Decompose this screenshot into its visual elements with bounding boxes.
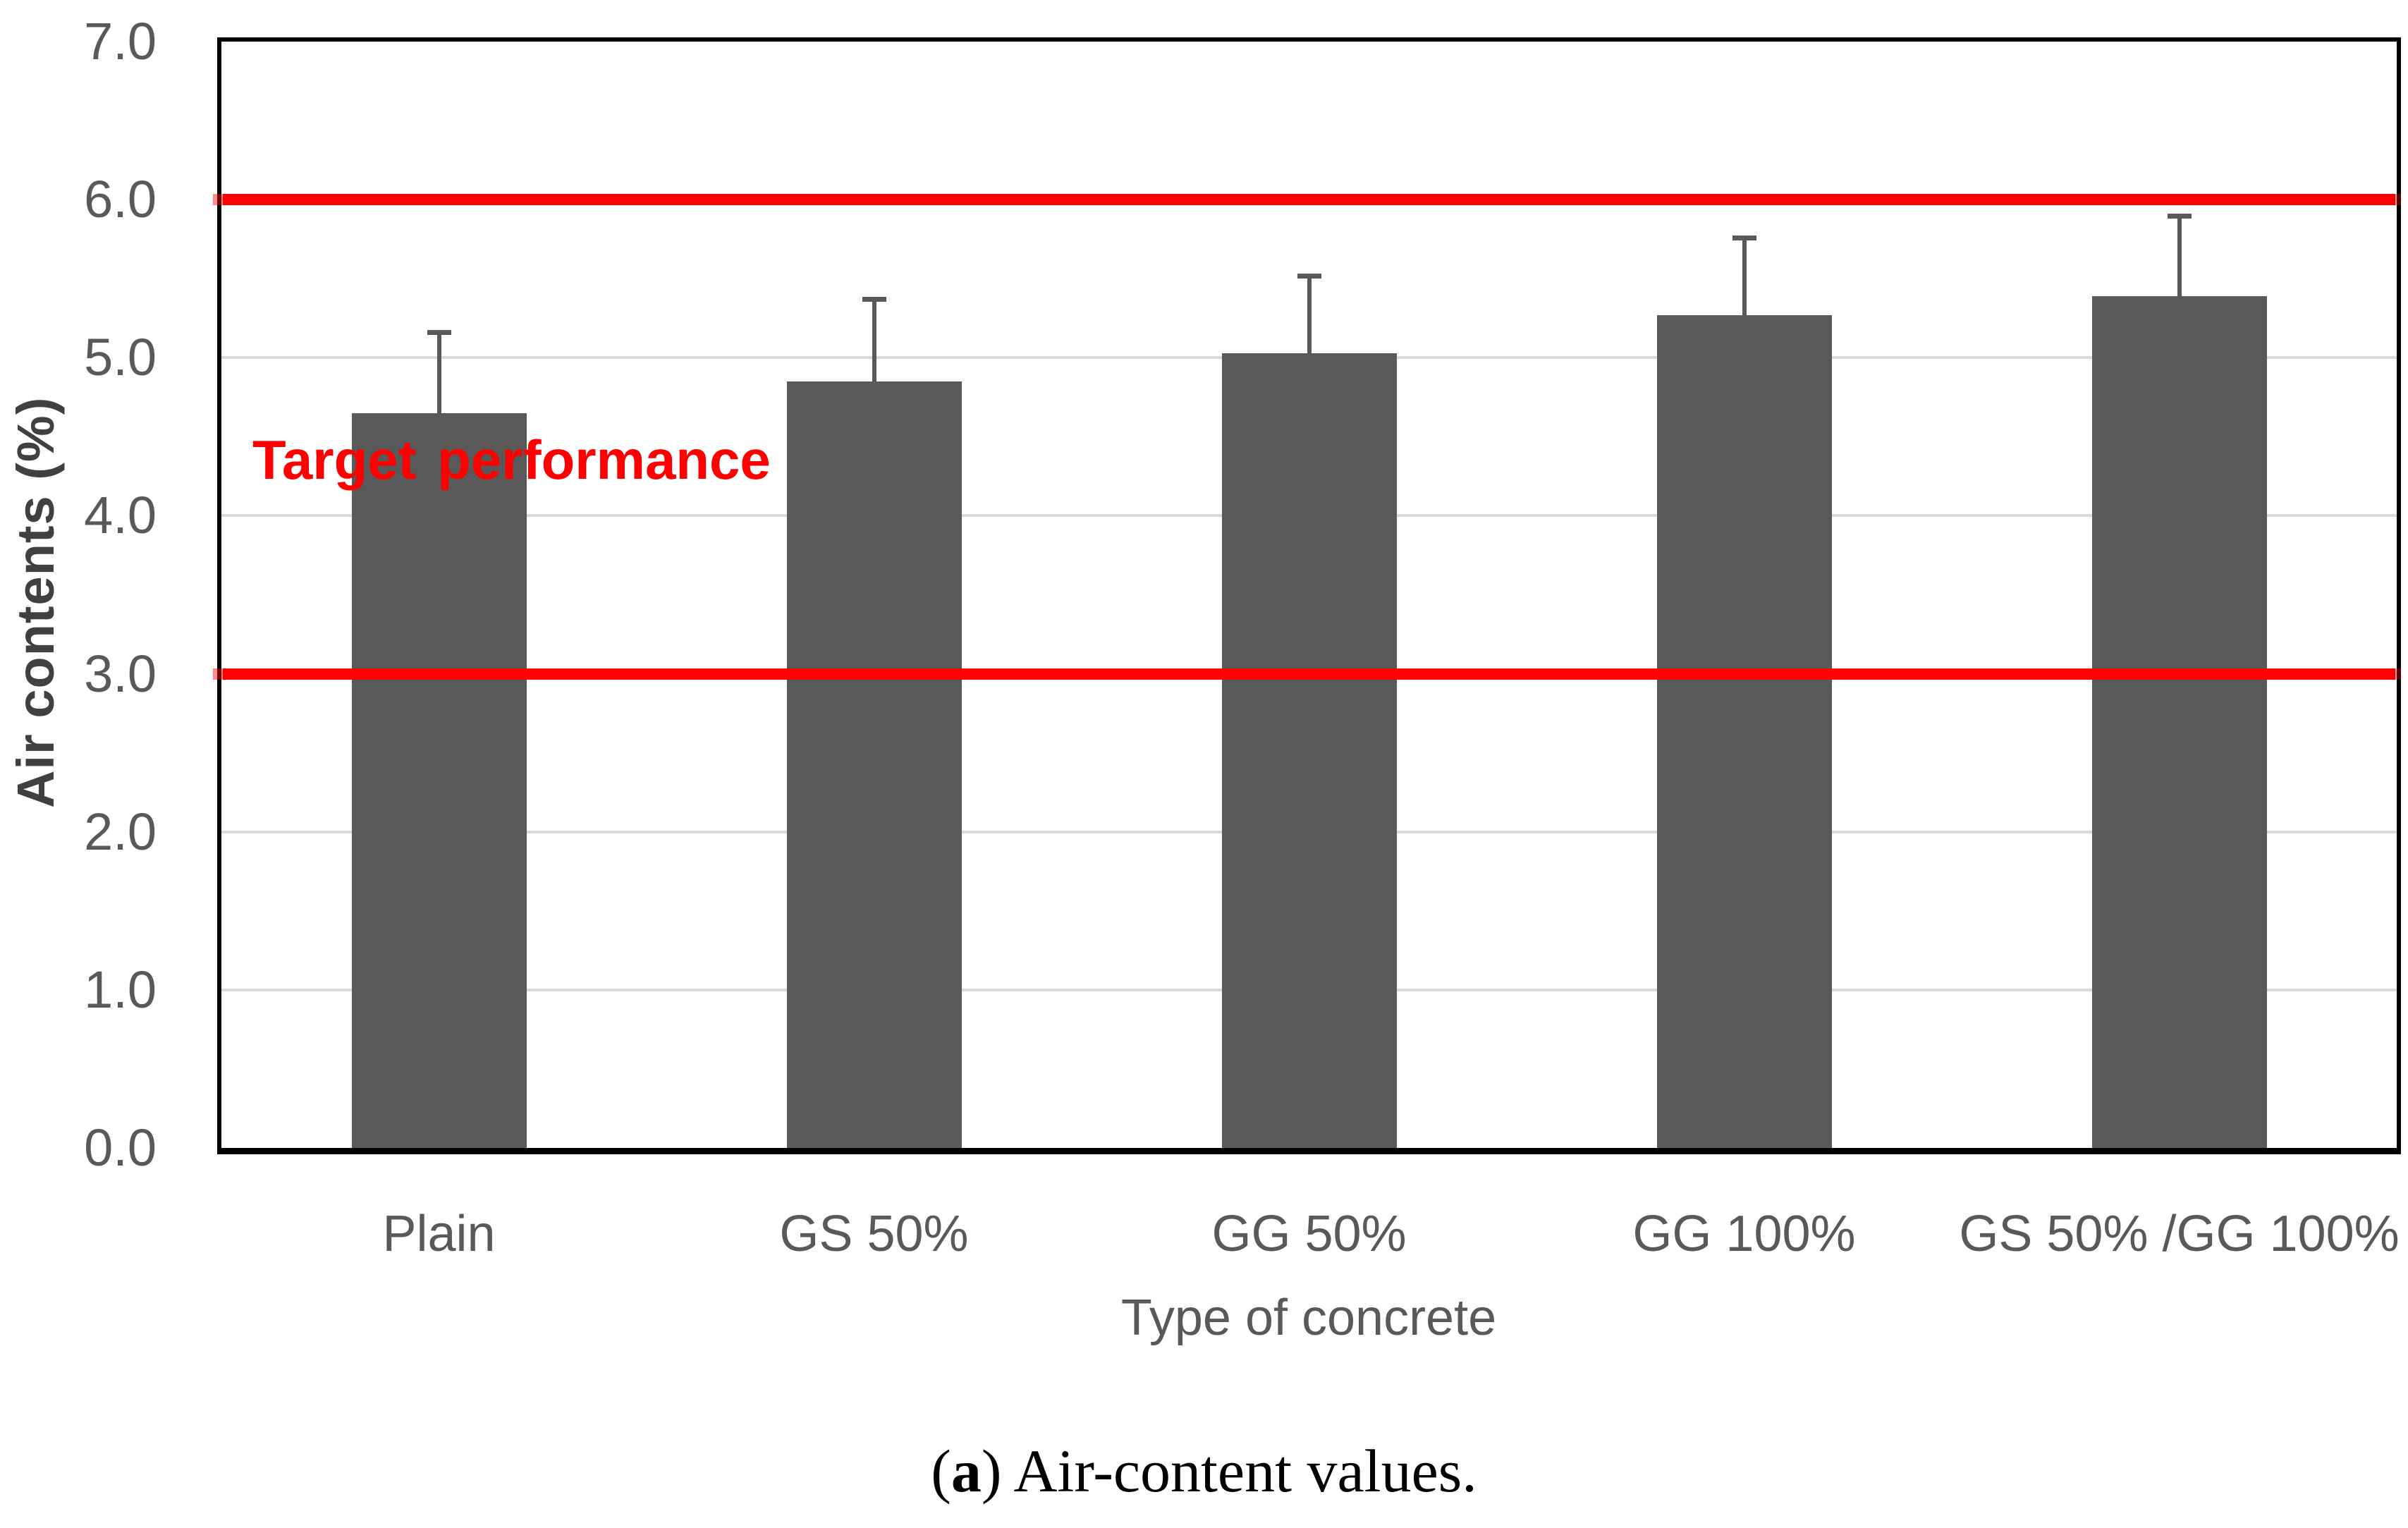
y-tick-label: 4.0 [84, 486, 157, 545]
target-line [213, 668, 2401, 680]
y-tick-label: 0.0 [84, 1118, 157, 1177]
bar [1656, 314, 1832, 1148]
error-bar-cap [1732, 235, 1756, 240]
y-tick-label: 1.0 [84, 960, 157, 1019]
error-bar-cap [427, 330, 451, 336]
error-bar [872, 299, 876, 381]
error-bar [436, 332, 441, 413]
error-bar [1742, 237, 1747, 315]
error-bar-cap [1297, 273, 1321, 279]
target-line [213, 194, 2401, 206]
error-bar [1307, 275, 1312, 353]
caption-bold-letter: a [951, 1437, 982, 1505]
caption-suffix: ) Air-content values. [981, 1437, 1477, 1505]
x-tick-label: GS 50% [779, 1206, 969, 1262]
error-bar-cap [2167, 213, 2192, 219]
y-tick-label: 5.0 [84, 328, 157, 387]
caption-prefix: ( [931, 1437, 951, 1505]
y-tick-label: 3.0 [84, 644, 157, 703]
target-performance-annotation: Target performance [252, 429, 771, 491]
bar [1221, 353, 1397, 1148]
y-tick-label: 6.0 [84, 170, 157, 229]
figure-caption: (a) Air-content values. [0, 1436, 2408, 1506]
y-tick-label: 7.0 [84, 12, 157, 71]
error-bar [2177, 215, 2182, 296]
plot-inner: Target performance [213, 42, 2401, 1148]
bar [786, 381, 962, 1148]
bar [351, 412, 527, 1148]
x-axis-title: Type of concrete [1120, 1290, 1497, 1346]
error-bar-cap [862, 297, 886, 302]
bar [2091, 295, 2267, 1148]
x-tick-label: GG 50% [1211, 1206, 1407, 1262]
y-tick-label: 2.0 [84, 802, 157, 861]
y-axis-title: Air contents (%) [6, 396, 65, 808]
x-tick-label: GG 100% [1632, 1206, 1856, 1262]
x-tick-label: Plain [382, 1206, 496, 1262]
plot-area: Target performance [213, 37, 2401, 1154]
x-tick-label: GS 50% /GG 100% [1959, 1206, 2400, 1262]
